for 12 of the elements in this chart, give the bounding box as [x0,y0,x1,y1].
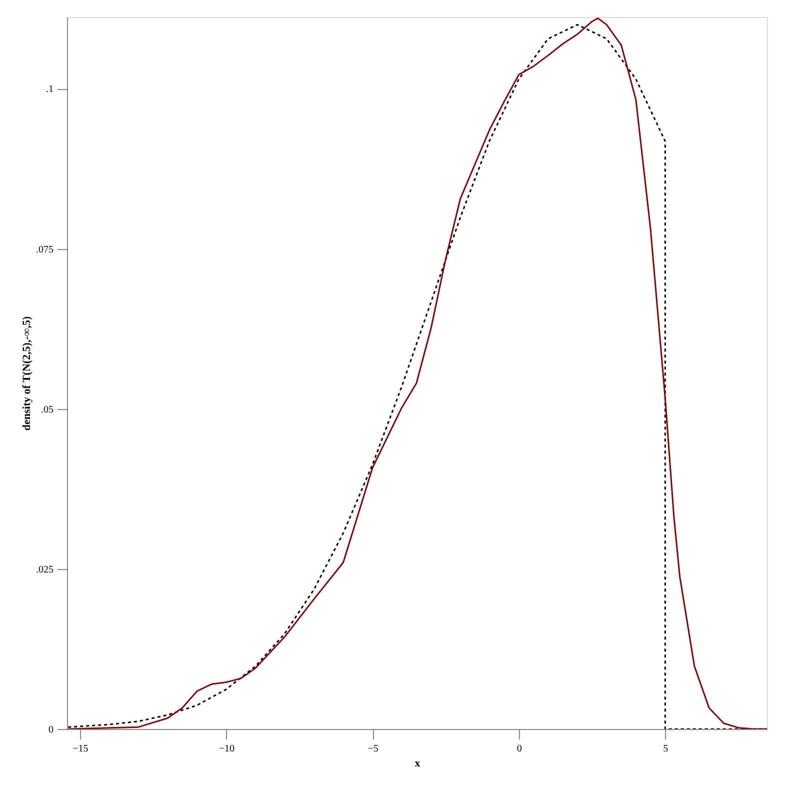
y-tick-label: 0 [48,724,54,736]
x-tick-label: −5 [368,744,378,754]
y-tick-label: .05 [41,404,54,416]
x-tick-label: 0 [516,744,522,754]
x-tick-label: 5 [663,744,668,754]
y-tick-label: .025 [36,564,54,576]
x-axis-title: x [414,758,421,770]
y-tick-label: .1 [46,84,54,96]
y-axis-title: density of T(N(2,5),-∞,5) [21,316,33,431]
x-tick-label: −10 [218,744,235,754]
x-tick-label: −15 [72,744,88,754]
y-tick-label: .075 [36,244,54,256]
